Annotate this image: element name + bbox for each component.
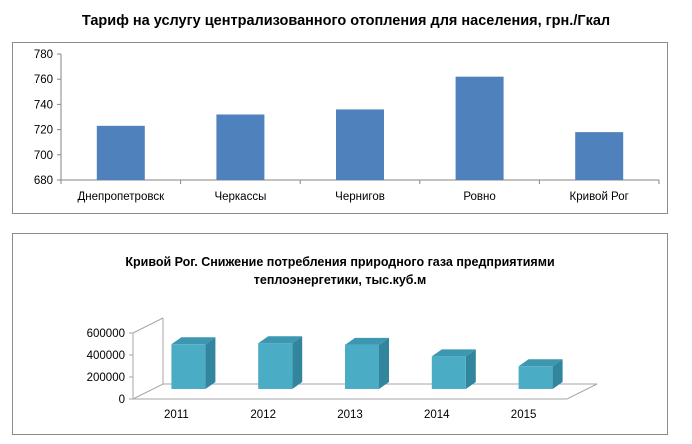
chart2-x-tick-label: 2012 [250,409,276,421]
chart2-bar-side [292,336,303,389]
chart1-y-tick-label: 740 [34,99,53,111]
chart2-wall-edge [132,317,164,334]
chart2-y-tick-label: 400000 [87,350,125,362]
chart1-bar [575,132,624,180]
chart2-bar-top [171,337,216,345]
chart2-title: Кривой Рог. Снижение потребления природн… [13,253,667,289]
chart2-x-tick-label: 2015 [511,409,537,421]
chart1-plot: 780 760 740 720 700 680 Днепропетровск Черкассы… [34,49,660,203]
chart1-x-tick-label: Днепропетровск [77,191,165,203]
chart2-bar [518,366,553,389]
chart2-floor [132,383,598,400]
chart1-y-tick-label: 700 [34,150,53,162]
chart2-x-tick-label: 2014 [424,409,450,421]
chart2-x-tick-label: 2011 [164,409,189,421]
chart1-bar [336,109,384,180]
chart2-bar-top [345,337,389,345]
chart2-x-tick-label: 2013 [337,409,363,421]
chart2-bar [431,356,466,389]
chart2-y-tick-label: 600000 [87,328,125,340]
chart1-x-tick-label: Ровно [463,191,495,203]
chart2-title-line-1: Кривой Рог. Снижение потребления природн… [125,255,555,269]
chart2-bar-top [518,359,563,367]
chart2-bar-side [552,359,563,389]
chart2-y-tick-label: 0 [119,394,125,406]
chart2-plot: 600000 400000 200000 0 2011 2012 2013 2014 2015 [87,317,598,421]
chart2-bar [258,343,293,389]
chart1-x-tick-label: Кривой Рог [570,191,629,203]
chart1-panel: 780 760 740 720 700 680 Днепропетровск Черкассы… [12,42,668,214]
chart2-bar-side [379,337,389,389]
chart1-bar [216,114,265,180]
chart1-bar [96,125,145,180]
chart1-x-tick-label: Чернигов [335,191,385,203]
chart2-bar-side [205,337,216,389]
chart2-title-line-2: теплоэнергетики, тыс.куб.м [253,273,427,287]
chart2-bar-top [258,336,303,344]
chart1-y-tick-label: 780 [34,49,53,61]
chart1-bar [455,76,504,180]
chart2-bar [345,344,379,389]
chart1-y-tick-label: 760 [34,74,53,86]
chart2-bar-top [431,349,476,357]
chart1-title: Тариф на услугу централизованного отопле… [81,13,611,29]
chart1-y-tick-label: 720 [34,125,53,137]
chart1-y-tick-label: 680 [34,175,53,187]
chart2-bar-side [465,349,476,389]
chart2-panel: Кривой Рог. Снижение потребления природн… [12,233,668,435]
chart2-bar [171,344,206,389]
chart2-y-tick-label: 200000 [87,372,125,384]
chart1-x-tick-label: Черкассы [214,191,266,203]
